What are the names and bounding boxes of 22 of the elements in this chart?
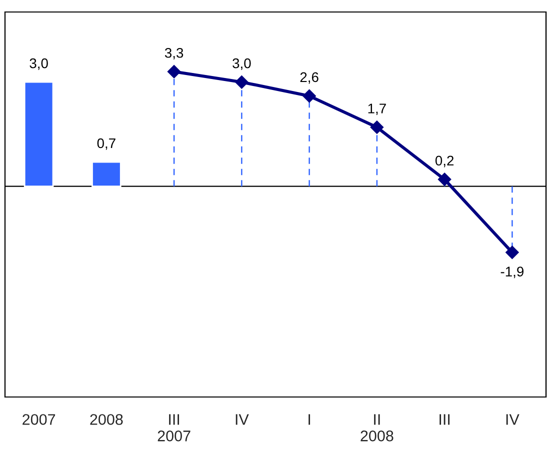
point	[302, 89, 316, 103]
data-label: -1,9	[500, 266, 524, 278]
point	[438, 172, 452, 186]
data-label: 0,2	[435, 156, 454, 168]
x-tick-label: IV	[236, 414, 249, 425]
point	[235, 75, 248, 89]
data-label: 3,0	[30, 58, 48, 70]
point	[370, 120, 384, 134]
point	[167, 65, 181, 78]
data-label: 0,7	[97, 138, 116, 150]
data-label: 3,0	[232, 58, 251, 70]
x-tick-label: III	[440, 414, 450, 425]
data-label: 3,3	[164, 48, 184, 60]
x-tick-label: 2007	[22, 414, 56, 425]
x-tick-label: II 2008	[360, 414, 394, 442]
data-label: 2,6	[300, 72, 318, 84]
x-tick-label: 2008	[90, 414, 123, 425]
data-label: 1,7	[368, 104, 386, 116]
point	[506, 246, 519, 259]
x-tick-label: I	[308, 414, 310, 425]
x-tick-label: III 2007	[158, 414, 190, 442]
x-tick-label: IV	[506, 414, 520, 425]
